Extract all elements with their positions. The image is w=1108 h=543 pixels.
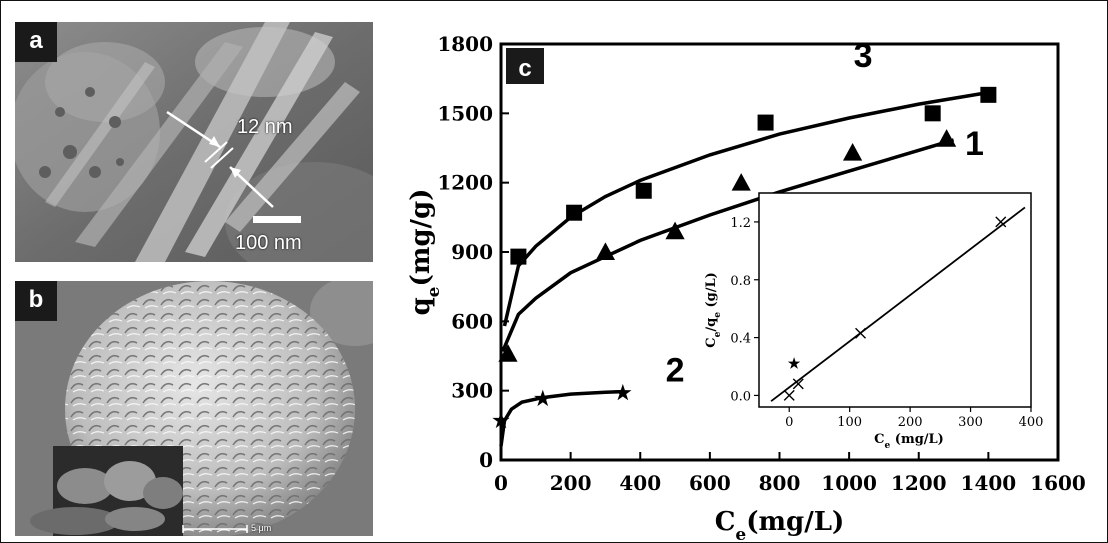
inset-point-0 (783, 389, 795, 401)
main-plot: 0 200 400 600 800 1000 1200 1400 160003006009001… (406, 32, 1086, 542)
point-3-3 (757, 114, 774, 131)
point-1-1 (595, 242, 616, 260)
x-tick-label-4: 800 (759, 471, 801, 495)
inset-y-tick-label-3: 1.2 (730, 216, 751, 231)
inset-point-4-b (995, 216, 1007, 228)
sem-image-a (15, 22, 373, 262)
inset-frame (758, 192, 1032, 408)
x-tick-label-8: 1600 (1030, 471, 1086, 495)
x-tick-label-5: 1000 (821, 471, 877, 495)
fit-curve-2 (499, 389, 623, 447)
thickness-label: 12 nm (237, 116, 293, 138)
point-3-5 (980, 86, 997, 103)
point-1-4 (843, 143, 863, 161)
sem-panel-b: b 5 μm (15, 281, 373, 536)
x-tick-label-0: 0 (494, 471, 508, 495)
x-tick-label-2: 400 (619, 471, 661, 495)
x-tick-label-3: 600 (689, 471, 731, 495)
y-tick-label-5: 1500 (437, 101, 493, 125)
series-label-3: 3 (854, 37, 873, 75)
scale-bar-label-a: 100 nm (235, 232, 302, 254)
inset-point-1 (787, 357, 801, 369)
x-tick-label-6: 1200 (891, 471, 947, 495)
inset-point-2 (792, 378, 804, 390)
inset-y-tick-label-1: 0.4 (730, 332, 751, 347)
y-tick-label-4: 1200 (437, 171, 493, 195)
y-tick-label-3: 900 (451, 240, 493, 264)
point-3-2 (635, 182, 652, 199)
inset-y-tick-label-2: 0.8 (730, 274, 751, 289)
x-tick-label-1: 200 (550, 471, 592, 495)
series-label-1: 1 (965, 125, 984, 163)
series-3: 3 (502, 37, 997, 327)
point-3-4 (924, 105, 941, 122)
inset-fit-line (770, 206, 1026, 402)
inset-x-tick-label-3: 300 (958, 415, 983, 430)
point-1-0 (498, 344, 518, 362)
inset-y-tick-label-0: 0.0 (730, 389, 751, 404)
panel-a-label: a (15, 22, 57, 62)
inset-point-0-b (783, 389, 795, 401)
scale-bar-label-b: 5 μm (251, 523, 272, 533)
inset-x-tick-label-2: 200 (898, 415, 923, 430)
point-3-1 (566, 204, 583, 221)
isotherm-chart: 0 200 400 600 800 1000 1200 1400 160003006009001… (406, 32, 1086, 542)
y-axis-label: qe(mg/g) (406, 189, 444, 316)
panel-c-label-box (506, 48, 544, 84)
inset-point-4 (995, 216, 1007, 228)
inset-x-tick-label-1: 100 (837, 415, 862, 430)
inset-x-axis-label: Ce (mg/L) (874, 432, 944, 451)
y-tick-label-6: 1800 (437, 32, 493, 56)
sem-image-b (15, 281, 373, 536)
series-label-2: 2 (666, 351, 685, 389)
x-axis-label: Ce(mg/L) (715, 507, 845, 542)
point-2-0 (492, 411, 510, 429)
fit-curve-1 (501, 138, 955, 353)
point-3-0 (510, 248, 527, 265)
sem-panel-a: a 12 nm 100 nm (15, 22, 373, 262)
inset-y-axis-label: Ce/qe (g/L) (704, 272, 723, 347)
point-1-5 (937, 129, 957, 147)
inset-plot: 0 100 200 300 400 0.0 0.4 0.8 1.2 Ce (mg/L) Ce/qe … (704, 192, 1044, 451)
inset-point-3-b (855, 327, 867, 339)
inset-x-tick-label-0: 0 (785, 415, 793, 430)
point-1-2 (665, 221, 685, 240)
inset-point-3 (855, 327, 867, 339)
y-tick-label-1: 300 (451, 379, 493, 403)
inset-x-tick-label-4: 400 (1019, 415, 1044, 430)
point-1-3 (731, 173, 751, 191)
x-tick-label-7: 1400 (961, 471, 1017, 495)
y-tick-label-0: 0 (479, 448, 493, 472)
y-tick-label-2: 600 (451, 309, 493, 333)
series-2: 2 (492, 351, 685, 447)
point-2-1 (534, 389, 552, 407)
fit-curve-3 (502, 90, 989, 327)
inset-point-2-b (792, 378, 804, 390)
point-2-2 (614, 383, 632, 401)
panel-b-label: b (15, 281, 57, 321)
panel-c-label: c (518, 55, 531, 82)
series-1: 1 (498, 125, 984, 362)
